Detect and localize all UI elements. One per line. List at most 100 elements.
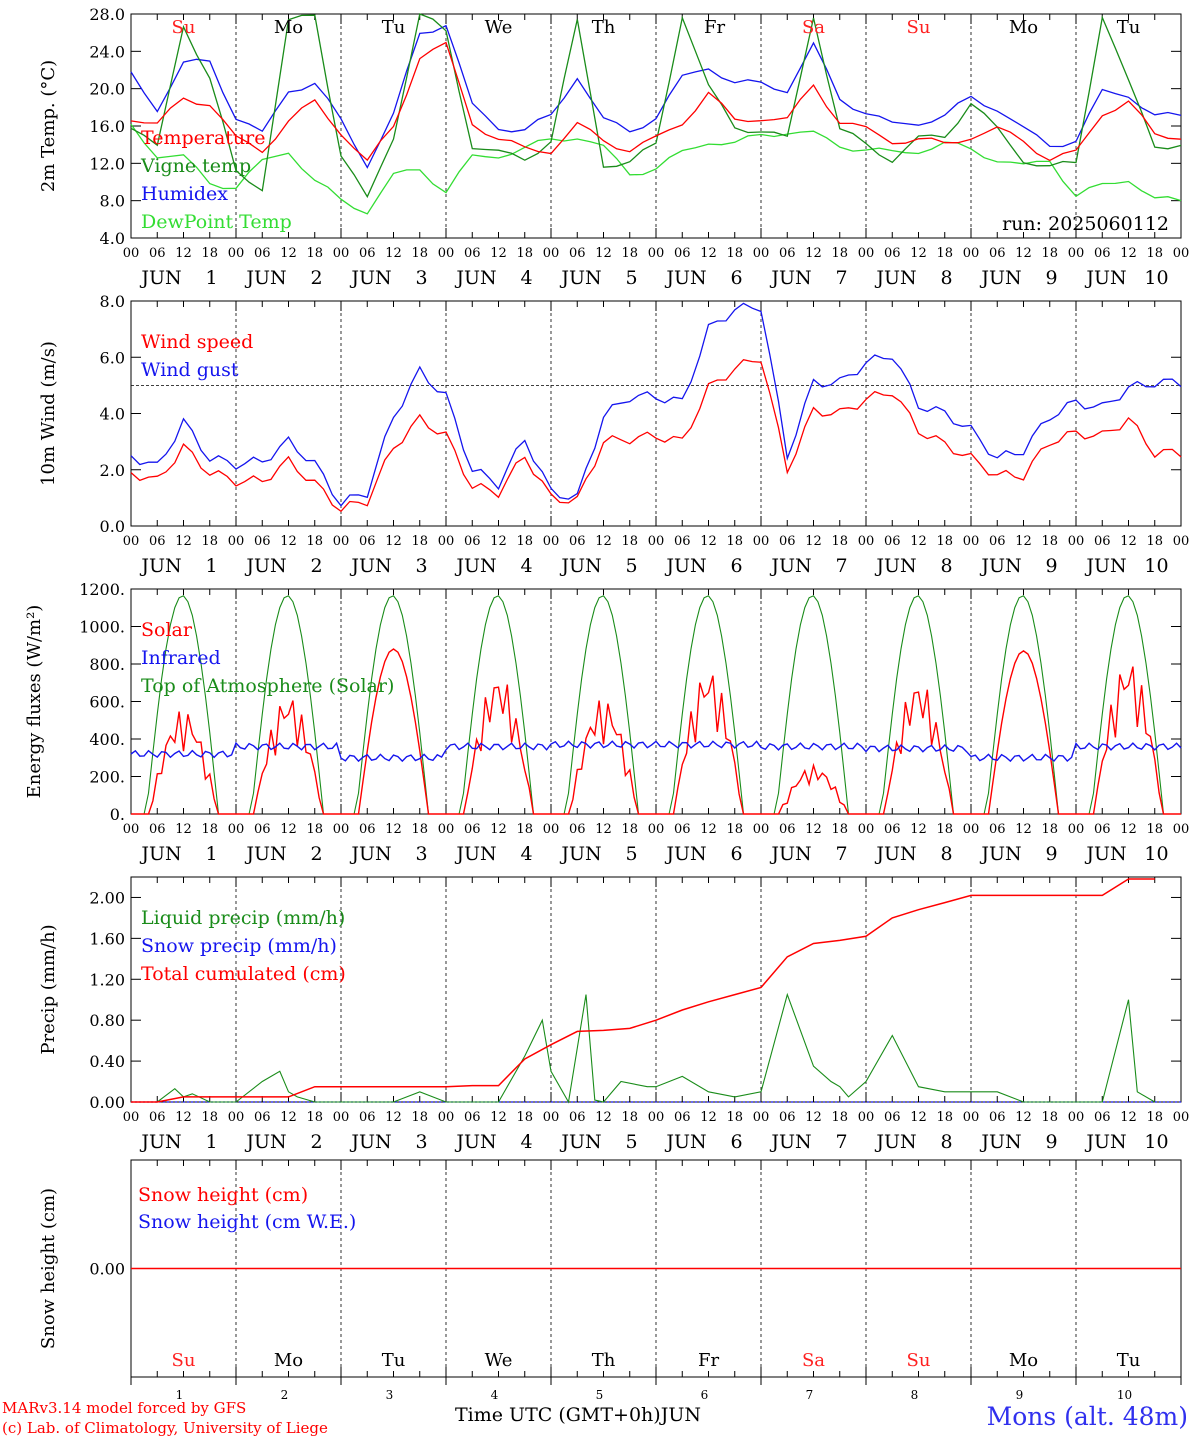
hour-tick-label: 06 bbox=[569, 822, 586, 837]
legend-entry: Liquid precip (mm/h) bbox=[141, 907, 345, 929]
month-label: JUN bbox=[559, 555, 601, 577]
day-number-label: 7 bbox=[835, 843, 847, 865]
hour-tick-label: 18 bbox=[831, 246, 848, 261]
hour-tick-label: 12 bbox=[595, 1110, 612, 1125]
month-label: JUN bbox=[559, 843, 601, 865]
hour-tick-label: 12 bbox=[1015, 822, 1032, 837]
day-number-label: 4 bbox=[520, 1131, 532, 1153]
y-tick-label: 6.0 bbox=[100, 348, 125, 367]
hour-tick-label: 00 bbox=[1068, 1110, 1085, 1125]
hour-tick-label: 00 bbox=[1068, 822, 1085, 837]
hour-tick-label: 00 bbox=[1173, 1110, 1190, 1125]
day-number-label: 9 bbox=[1016, 1388, 1024, 1402]
day-number-label: 10 bbox=[1144, 843, 1168, 865]
hour-tick-label: 00 bbox=[333, 822, 350, 837]
hour-tick-label: 18 bbox=[726, 822, 743, 837]
weekday-label: Th bbox=[592, 1350, 616, 1371]
y-tick-label: 600. bbox=[89, 693, 125, 712]
hour-tick-label: 12 bbox=[910, 246, 927, 261]
hour-tick-label: 12 bbox=[700, 246, 717, 261]
day-number-label: 2 bbox=[310, 555, 322, 577]
y-tick-label: 400. bbox=[89, 730, 125, 749]
hour-tick-label: 00 bbox=[963, 1110, 980, 1125]
hour-tick-label: 12 bbox=[700, 534, 717, 549]
hour-tick-label: 06 bbox=[464, 246, 481, 261]
weekday-label: Su bbox=[172, 17, 196, 38]
day-number-label: 7 bbox=[835, 267, 847, 289]
panel-1: 4.0 8.0 12.0 16.0 20.0 24.0 28.0 2m Temp. (°C) 0… bbox=[38, 5, 1189, 289]
hour-tick-label: 06 bbox=[254, 246, 271, 261]
weekday-label: Su bbox=[907, 17, 931, 38]
hour-tick-label: 12 bbox=[175, 246, 192, 261]
y-axis-label: Snow height (cm) bbox=[38, 1188, 59, 1349]
day-number-label: 2 bbox=[310, 267, 322, 289]
hour-tick-label: 12 bbox=[700, 1110, 717, 1125]
hour-tick-label: 12 bbox=[1120, 822, 1137, 837]
weekday-label: Mo bbox=[274, 17, 303, 38]
hour-tick-label: 00 bbox=[123, 246, 140, 261]
weekday-label: Fr bbox=[698, 1350, 719, 1371]
y-tick-label: 800. bbox=[89, 655, 125, 674]
hour-tick-label: 06 bbox=[1094, 246, 1111, 261]
station-label: Mons (alt. 48m) bbox=[986, 1402, 1188, 1431]
month-label: JUN bbox=[1084, 555, 1126, 577]
y-tick-label: 0.00 bbox=[89, 1093, 125, 1112]
month-label: JUN bbox=[1084, 267, 1126, 289]
day-number-label: 6 bbox=[730, 843, 742, 865]
month-label: JUN bbox=[664, 1131, 706, 1153]
hour-tick-label: 06 bbox=[989, 822, 1006, 837]
weekday-label: Mo bbox=[1009, 1350, 1038, 1371]
hour-tick-label: 18 bbox=[936, 822, 953, 837]
hour-tick-label: 06 bbox=[149, 1110, 166, 1125]
hour-tick-label: 00 bbox=[963, 534, 980, 549]
x-axis-month: JUN bbox=[660, 1404, 701, 1426]
day-number-label: 1 bbox=[205, 267, 217, 289]
month-label: JUN bbox=[454, 1131, 496, 1153]
y-axis-label: 2m Temp. (°C) bbox=[38, 60, 59, 192]
hour-tick-label: 06 bbox=[989, 246, 1006, 261]
day-number-label: 8 bbox=[940, 267, 952, 289]
hour-tick-label: 00 bbox=[753, 822, 770, 837]
series-dewpoint-temp bbox=[130, 123, 1182, 215]
plot-frame bbox=[130, 300, 1182, 527]
day-number-label: 4 bbox=[491, 1388, 499, 1402]
y-tick-label: 1000. bbox=[79, 618, 125, 637]
hour-tick-label: 00 bbox=[858, 1110, 875, 1125]
hour-tick-label: 18 bbox=[1146, 246, 1163, 261]
hour-tick-label: 00 bbox=[1173, 246, 1190, 261]
month-label: JUN bbox=[349, 267, 391, 289]
day-number-label: 9 bbox=[1045, 267, 1057, 289]
hour-tick-label: 00 bbox=[438, 1110, 455, 1125]
y-axis-label: Energy fluxes (W/m²) bbox=[24, 605, 45, 799]
hour-tick-label: 18 bbox=[726, 534, 743, 549]
hour-tick-label: 00 bbox=[753, 1110, 770, 1125]
hour-tick-label: 18 bbox=[1041, 534, 1058, 549]
month-label: JUN bbox=[244, 1131, 286, 1153]
hour-tick-label: 00 bbox=[438, 246, 455, 261]
hour-tick-label: 18 bbox=[936, 246, 953, 261]
day-number-label: 5 bbox=[625, 843, 637, 865]
hour-tick-label: 12 bbox=[1015, 1110, 1032, 1125]
month-label: JUN bbox=[349, 843, 391, 865]
series-temperature bbox=[130, 41, 1182, 162]
day-number-label: 10 bbox=[1144, 1131, 1168, 1153]
hour-tick-label: 12 bbox=[910, 822, 927, 837]
hour-tick-label: 06 bbox=[674, 246, 691, 261]
hour-tick-label: 00 bbox=[333, 1110, 350, 1125]
hour-tick-label: 12 bbox=[910, 1110, 927, 1125]
hour-tick-label: 00 bbox=[228, 1110, 245, 1125]
hour-tick-label: 06 bbox=[464, 822, 481, 837]
hour-tick-label: 12 bbox=[595, 246, 612, 261]
month-label: JUN bbox=[139, 267, 181, 289]
y-axis-label: Precip (mm/h) bbox=[38, 924, 59, 1054]
hour-tick-label: 06 bbox=[359, 822, 376, 837]
hour-tick-label: 00 bbox=[333, 246, 350, 261]
day-number-label: 4 bbox=[520, 267, 532, 289]
month-label: JUN bbox=[769, 1131, 811, 1153]
y-tick-label: 0.00 bbox=[89, 1260, 125, 1279]
day-number-label: 1 bbox=[205, 1131, 217, 1153]
hour-tick-label: 06 bbox=[884, 822, 901, 837]
hour-tick-label: 06 bbox=[779, 246, 796, 261]
hour-tick-label: 06 bbox=[674, 534, 691, 549]
hour-tick-label: 18 bbox=[831, 822, 848, 837]
